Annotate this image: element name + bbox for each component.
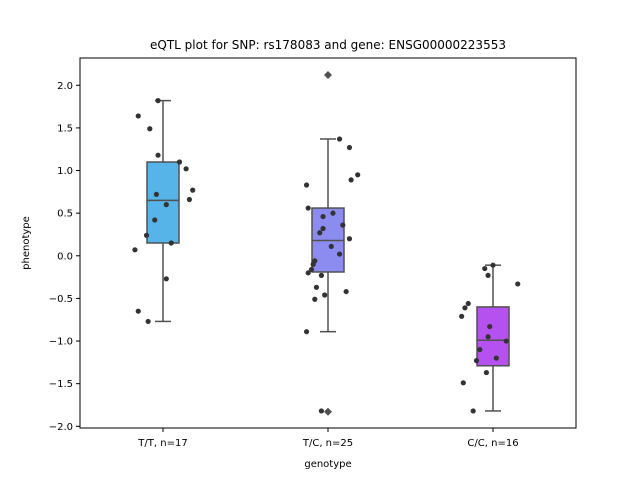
- data-point: [320, 225, 326, 232]
- data-point: [482, 265, 488, 272]
- data-point: [305, 270, 311, 276]
- data-point: [340, 222, 346, 228]
- box-iqr: [476, 306, 510, 367]
- plot-frame: [79, 57, 577, 429]
- y-axis-label: phenotype: [21, 216, 32, 270]
- x-axis-label: genotype: [304, 459, 351, 470]
- data-point: [310, 261, 316, 267]
- data-point: [303, 329, 310, 335]
- outlier-marker: [324, 71, 332, 80]
- data-point: [465, 300, 471, 307]
- box-2: [311, 71, 345, 416]
- data-point: [318, 272, 324, 278]
- y-tick-label: 0.5: [57, 209, 73, 220]
- data-point: [490, 262, 496, 268]
- data-point: [145, 318, 151, 325]
- data-point: [328, 243, 334, 250]
- data-point: [343, 288, 349, 295]
- data-point: [330, 210, 336, 216]
- outlier-marker: [324, 407, 332, 416]
- x-tick-label: T/C, n=25: [302, 438, 353, 449]
- data-point: [163, 202, 169, 208]
- data-point: [153, 191, 159, 198]
- data-point: [305, 205, 311, 211]
- data-point: [483, 369, 489, 376]
- data-point: [485, 272, 491, 278]
- data-point: [318, 408, 324, 414]
- x-tick-label: C/C, n=16: [467, 438, 518, 449]
- y-tick-label: 1.5: [57, 123, 73, 134]
- data-point: [336, 136, 343, 142]
- y-tick-label: 1.0: [57, 166, 73, 177]
- points-2: [303, 136, 361, 414]
- data-point: [320, 213, 326, 220]
- data-point: [477, 346, 483, 353]
- data-point: [470, 408, 476, 414]
- y-tick-label: −1.5: [49, 379, 73, 390]
- data-point: [503, 338, 509, 344]
- data-point: [348, 177, 354, 183]
- data-point: [355, 172, 361, 178]
- data-point: [135, 308, 141, 314]
- data-point: [459, 313, 465, 319]
- data-point: [168, 240, 174, 246]
- data-point: [515, 281, 521, 287]
- y-tick-label: 0.0: [57, 251, 73, 262]
- data-point: [163, 276, 169, 282]
- x-tick-label: T/T, n=17: [137, 438, 187, 449]
- data-point: [317, 230, 323, 236]
- data-point: [176, 159, 183, 165]
- chart-title: eQTL plot for SNP: rs178083 and gene: EN…: [150, 38, 506, 52]
- box-3: [476, 264, 510, 412]
- data-point: [322, 292, 328, 298]
- data-point: [346, 144, 353, 151]
- data-point: [460, 380, 466, 386]
- plot-area: [132, 71, 521, 416]
- data-point: [143, 232, 150, 238]
- y-tick-label: −1.0: [49, 337, 73, 348]
- data-point: [462, 305, 468, 311]
- data-point: [313, 284, 320, 290]
- y-tick-label: −0.5: [49, 294, 73, 305]
- points-3: [459, 262, 521, 414]
- y-tick-label: −2.0: [49, 422, 73, 433]
- y-tick-label: 2.0: [57, 81, 73, 92]
- box-iqr: [146, 161, 180, 244]
- data-point: [312, 296, 318, 302]
- data-point: [147, 126, 153, 132]
- data-point: [155, 98, 161, 104]
- data-point: [487, 323, 493, 330]
- data-point: [155, 152, 161, 158]
- data-point: [346, 236, 353, 242]
- data-point: [152, 217, 158, 223]
- points-1: [132, 98, 196, 325]
- data-point: [183, 166, 189, 172]
- data-point: [186, 196, 192, 203]
- data-point: [303, 182, 310, 188]
- x-axis: T/T, n=17 T/C, n=25 C/C, n=16: [137, 428, 519, 449]
- y-axis: −2.0 −1.5 −1.0 −0.5 0.0 0.5 1.0 1.5 2.0: [49, 81, 80, 433]
- data-point: [485, 334, 491, 340]
- data-point: [473, 358, 480, 364]
- data-point: [190, 187, 196, 193]
- data-point: [336, 251, 343, 257]
- data-point: [308, 266, 315, 273]
- data-point: [132, 247, 138, 253]
- data-point: [135, 113, 141, 119]
- data-point: [493, 355, 499, 361]
